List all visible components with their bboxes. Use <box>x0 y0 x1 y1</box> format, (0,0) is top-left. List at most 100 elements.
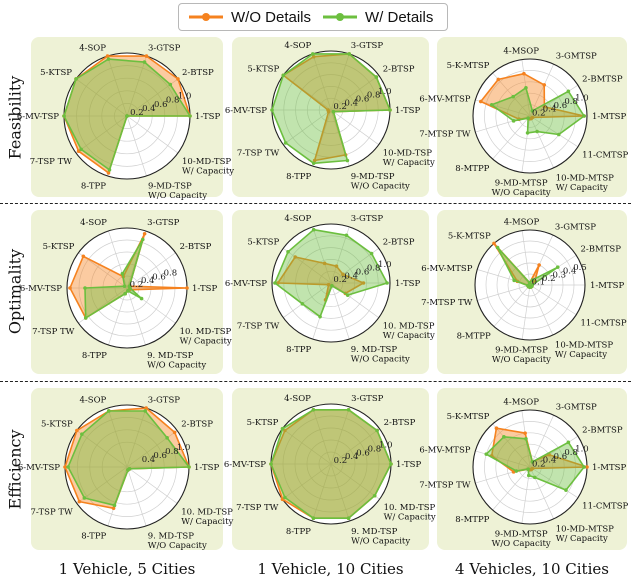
row-divider-2 <box>0 381 631 382</box>
radar-category-label: 11-CMTSP <box>580 318 626 328</box>
series-point-without-details <box>542 83 547 87</box>
radar-tick-label: 0.8 <box>368 444 382 454</box>
radar-category-label: 9. MD-TSP <box>148 532 195 542</box>
legend-item-with-details: W/ Details <box>321 4 433 30</box>
radar-category-label: 5-K-MTSP <box>447 412 490 422</box>
series-point-without-details <box>111 506 116 511</box>
radar-category-label: 7-TSP TW <box>32 327 75 337</box>
radar-category-label: W/O Capacity <box>148 191 207 201</box>
radar-tick-label: 1.0 <box>178 92 192 102</box>
radar-spoke <box>529 284 554 336</box>
radar-category-label: 4-SOP <box>284 394 311 404</box>
radar-category-label: 9-MD-TSP <box>148 182 192 192</box>
radar-category-label: 5-KTSP <box>40 68 72 78</box>
radar-category-label: W/O Capacity <box>351 536 410 546</box>
radar-category-label: W/ Capacity <box>383 331 435 341</box>
series-point-with-details <box>502 435 506 439</box>
radar-spoke <box>126 115 147 177</box>
radar-category-label: 9-MD-MTSP <box>495 178 548 188</box>
series-point-without-details <box>68 286 72 290</box>
radar-chart-7: 0.40.60.81.01-TSP 2-BTSP 3-GTSP 4-SOP 5-KTSP… <box>18 395 234 551</box>
radar-category-label: 4-SOP <box>284 214 311 224</box>
series-point-without-details <box>585 465 589 469</box>
series-point-without-details <box>326 109 331 114</box>
radar-tick-label: 0.4 <box>141 276 155 286</box>
radar-spoke <box>521 230 531 286</box>
series-point-with-details <box>526 473 531 478</box>
series-point-with-details <box>556 132 561 137</box>
radar-category-label: 8-TPP <box>286 172 311 182</box>
radar-spoke <box>330 406 350 465</box>
radar-tick-label: 0.2 <box>333 275 347 285</box>
series-point-with-details <box>83 286 87 290</box>
radar-spoke <box>477 284 531 301</box>
radar-tick-label: 0.6 <box>356 448 370 458</box>
radar-category-label: 10-MD-MTSP <box>556 524 614 534</box>
radar-category-label: 10. MD-TSP <box>384 503 436 513</box>
col-label-1v5c: 1 Vehicle, 5 Cities <box>58 560 196 578</box>
radar-tick-label: 0.6 <box>152 272 166 282</box>
series-point-without-details <box>523 431 527 435</box>
radar-category-label: 1-TSP <box>396 460 421 470</box>
radar-spoke <box>529 415 554 468</box>
series-point-without-details <box>326 282 331 287</box>
radar-category-label: W/O Capacity <box>492 188 551 198</box>
radar-tick-label: 0.4 <box>345 271 359 281</box>
radar-chart-2: 0.20.40.60.81.01-TSP 2-BTSP 3-GTSP 4-SOP 5-K… <box>225 41 435 191</box>
series-point-with-details <box>82 496 87 500</box>
series-point-without-details <box>322 261 327 266</box>
radar-tick-label: 1.0 <box>378 87 392 97</box>
radar-tick-label: 0.6 <box>153 451 167 461</box>
radar-category-label: 6-MV-MTSP <box>421 264 472 274</box>
radar-category-label: 4-SOP <box>284 41 311 51</box>
radar-spoke <box>330 463 380 500</box>
radar-category-label: 7-MTSP TW <box>421 298 473 308</box>
series-point-without-details <box>530 115 535 120</box>
series-area-with-details <box>490 87 585 136</box>
radar-spoke <box>330 428 380 465</box>
radar-category-label: 8-TPP <box>286 345 311 355</box>
radar-category-label: 8-MTPP <box>455 515 489 525</box>
radar-category-label: 3-GTSP <box>147 218 180 228</box>
radar-spoke <box>529 284 577 316</box>
radar-spoke <box>529 115 579 148</box>
radar-spoke <box>108 287 128 346</box>
radar-category-label: 5-K-MTSP <box>447 61 490 71</box>
radar-category-label: 9-MD-TSP <box>351 172 395 182</box>
radar-tick-label: 0.2 <box>542 274 556 284</box>
radar-category-label: 2-BTSP <box>384 418 416 428</box>
radar-category-label: 9. MD-TSP <box>147 351 194 361</box>
series-point-with-details <box>139 296 144 301</box>
radar-category-label: 6-MV-TSP <box>225 106 267 116</box>
radar-category-label: 5-K-MTSP <box>448 232 491 242</box>
radar-tick-label: 0.6 <box>554 101 568 111</box>
series-point-with-details <box>273 281 277 285</box>
series-point-with-details <box>512 278 516 283</box>
radar-category-label: 2-BTSP <box>383 237 415 247</box>
series-point-without-details <box>492 241 496 246</box>
series-point-without-details <box>530 466 535 471</box>
radar-category-label: 3-GTSP <box>148 395 181 405</box>
series-point-with-details <box>112 503 117 508</box>
series-point-with-details <box>347 52 352 56</box>
series-point-with-details <box>495 245 500 250</box>
radar-category-label: W/O Capacity <box>148 541 207 551</box>
series-point-with-details <box>318 314 322 319</box>
radar-chart-8: 0.20.40.60.81.01-TSP 2-BTSP 3-GTSP 4-SOP 5-K… <box>224 394 436 546</box>
radar-tick-label: 0.2 <box>532 108 546 118</box>
radar-tick-label: 0.6 <box>154 100 168 110</box>
series-point-with-details <box>311 161 316 166</box>
radar-tick-label: 0.8 <box>367 264 381 274</box>
series-point-with-details <box>66 465 70 469</box>
series-point-without-details <box>511 470 516 474</box>
radar-tick-label: 0.1 <box>532 277 546 287</box>
radar-category-label: 11-CMTSP <box>582 151 628 161</box>
radar-category-label: 7-TSP TW <box>237 149 280 159</box>
radar-spoke <box>75 115 128 154</box>
series-point-without-details <box>77 499 82 504</box>
radar-category-label: 4-SOP <box>80 218 107 228</box>
series-point-without-details <box>496 77 501 82</box>
radar-category-label: 6-MV-TSP <box>17 112 59 122</box>
radar-category-label: 4-SOP <box>79 43 106 53</box>
